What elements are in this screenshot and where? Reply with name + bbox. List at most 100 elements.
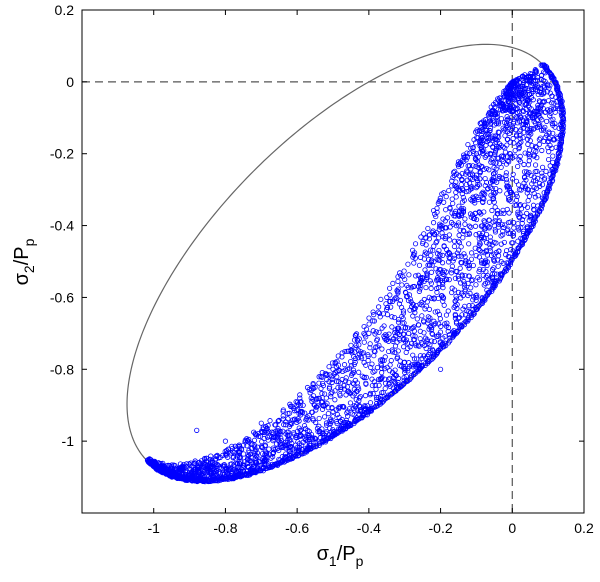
scatter-point <box>417 336 423 342</box>
scatter-point <box>475 164 481 170</box>
scatter-point <box>526 193 533 199</box>
scatter-point <box>417 328 423 334</box>
scatter-point <box>310 384 316 390</box>
scatter-point <box>519 239 525 245</box>
scatter-point <box>539 147 545 154</box>
scatter-point <box>260 424 266 430</box>
scatter-point <box>351 403 357 409</box>
scatter-point <box>288 420 294 426</box>
scatter-point <box>492 178 498 184</box>
scatter-point <box>489 286 496 292</box>
scatter-point <box>436 247 442 254</box>
scatter-point <box>324 422 330 428</box>
scatter-point <box>537 89 543 95</box>
scatter-point <box>360 350 367 356</box>
scatter-point <box>246 464 252 471</box>
scatter-point <box>222 438 229 444</box>
scatter-point <box>340 368 346 374</box>
scatter-point <box>549 93 555 99</box>
scatter-point <box>469 250 475 256</box>
scatter-point <box>518 225 524 231</box>
scatter-point <box>447 237 453 243</box>
scatter-point <box>496 248 502 254</box>
scatter-point <box>535 193 541 199</box>
y-axis-ticks: -1 -0.8 -0.6 -0.4 -0.2 0 0.2 <box>50 2 584 449</box>
scatter-point <box>329 374 335 380</box>
scatter-point <box>464 168 470 174</box>
scatter-point <box>466 241 472 247</box>
scatter-point <box>492 151 498 157</box>
scatter-point <box>434 289 440 295</box>
scatter-point <box>517 140 523 146</box>
scatter-point <box>493 101 499 107</box>
scatter-point <box>467 290 473 296</box>
scatter-point <box>280 408 286 414</box>
x-tick-label: 0 <box>508 520 516 536</box>
scatter-point <box>524 97 530 103</box>
scatter-point <box>163 463 170 469</box>
scatter-point <box>529 114 535 120</box>
scatter-point <box>413 303 419 309</box>
scatter-point <box>520 73 526 79</box>
scatter-point <box>535 105 541 111</box>
scatter-point <box>448 270 454 276</box>
scatter-point <box>371 318 378 324</box>
scatter-point <box>494 155 501 161</box>
scatter-point <box>540 99 546 105</box>
scatter-point <box>468 256 475 262</box>
scatter-point <box>515 182 522 188</box>
scatter-point <box>421 256 427 262</box>
scatter-point <box>317 430 323 436</box>
y-tick-label: -0.4 <box>50 218 74 234</box>
scatter-point <box>510 233 516 239</box>
scatter-point <box>411 260 417 266</box>
scatter-point <box>255 462 261 468</box>
scatter-point <box>376 382 382 388</box>
scatter-point <box>357 393 364 400</box>
scatter-point <box>310 415 316 422</box>
scatter-point <box>496 161 503 167</box>
scatter-point <box>297 410 304 416</box>
scatter-point <box>505 226 511 232</box>
scatter-point <box>371 379 377 385</box>
scatter-point <box>465 314 471 321</box>
scatter-point <box>345 408 351 414</box>
scatter-point <box>322 414 328 420</box>
scatter-point <box>428 252 434 259</box>
scatter-point <box>399 363 405 369</box>
scatter-point <box>296 433 302 439</box>
scatter-point <box>468 166 474 172</box>
scatter-point <box>455 187 462 193</box>
scatter-point <box>546 149 552 155</box>
scatter-point <box>481 218 487 224</box>
scatter-point <box>388 391 394 398</box>
scatter-point <box>200 463 206 469</box>
scatter-point <box>351 361 357 368</box>
scatter-point <box>337 391 343 397</box>
scatter-point <box>390 280 396 287</box>
scatter-point <box>451 172 457 179</box>
scatter-point <box>487 245 493 251</box>
scatter-point <box>536 98 542 104</box>
scatter-point <box>379 325 385 331</box>
scatter-point <box>347 400 354 406</box>
scatter-point <box>431 318 437 324</box>
scatter-point <box>436 266 442 273</box>
scatter-point <box>339 350 345 356</box>
scatter-point <box>426 359 432 365</box>
y-tick-label: -1 <box>62 433 75 449</box>
scatter-point <box>489 135 495 141</box>
scatter-point <box>449 267 455 273</box>
scatter-point <box>460 235 466 241</box>
scatter-point <box>525 198 531 204</box>
scatter-point <box>473 216 480 223</box>
scatter-point <box>534 168 540 174</box>
scatter-point <box>493 240 499 246</box>
scatter-point <box>406 360 412 366</box>
scatter-point <box>476 277 483 283</box>
scatter-point <box>445 328 451 334</box>
scatter-point <box>428 285 434 291</box>
scatter-point <box>458 244 464 250</box>
scatter-point <box>492 204 498 210</box>
scatter-point <box>493 160 499 166</box>
